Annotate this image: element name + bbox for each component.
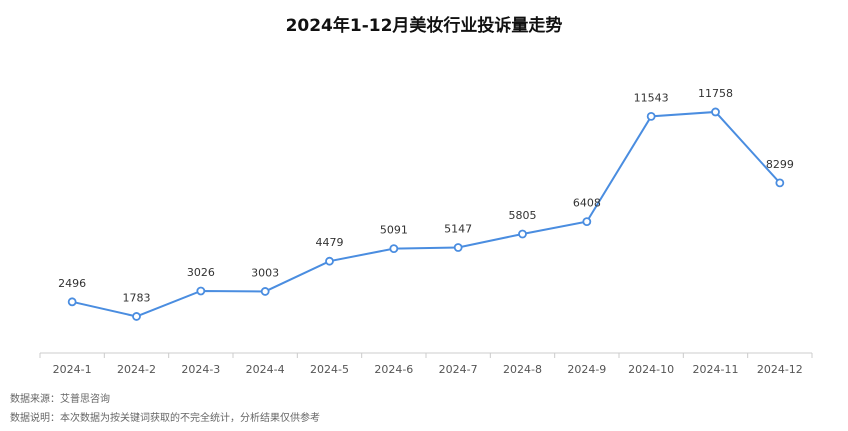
x-tick-label: 2024-9 [567, 363, 606, 376]
x-tick-label: 2024-3 [181, 363, 220, 376]
value-label: 1783 [123, 291, 151, 304]
point [389, 244, 399, 254]
point [67, 297, 77, 307]
value-label: 5147 [444, 222, 472, 235]
x-tick-label: 2024-11 [693, 363, 739, 376]
value-label: 11543 [634, 91, 669, 104]
point [325, 256, 334, 266]
point [453, 243, 463, 252]
data-note: 数据说明：本次数据为按关键词获取的不完全统计，分析结果仅供参考 [10, 411, 320, 424]
x-tick-label: 2024-4 [246, 363, 285, 376]
point [132, 312, 141, 321]
value-label: 3026 [187, 266, 215, 279]
x-tick-label: 2024-12 [757, 363, 803, 376]
point [196, 286, 206, 296]
x-tick-label: 2024-8 [503, 363, 542, 376]
point [711, 107, 720, 117]
x-tick-label: 2024-7 [439, 363, 478, 376]
x-tick-label: 2024-6 [374, 363, 413, 376]
value-label: 4479 [316, 236, 344, 249]
point [260, 287, 270, 296]
x-tick-label: 2024-10 [628, 363, 674, 376]
source-note: 数据来源：艾普思咨询 [10, 392, 110, 405]
value-label: 11758 [698, 87, 733, 100]
value-label: 6408 [573, 197, 601, 210]
x-tick-label: 2024-1 [53, 363, 92, 376]
value-label: 2496 [58, 277, 86, 290]
point [775, 178, 785, 188]
value-label: 5091 [380, 224, 408, 237]
value-label: 5805 [509, 209, 537, 222]
value-label: 3003 [251, 266, 279, 279]
point [582, 217, 592, 227]
chart-title: 2024年1-12月美妆行业投诉量走势 [286, 15, 563, 36]
line [71, 110, 781, 318]
point [518, 229, 527, 239]
x-tick-label: 2024-2 [117, 363, 156, 376]
value-label: 8299 [766, 158, 794, 171]
x-tick-label: 2024-5 [310, 363, 349, 376]
point [646, 111, 656, 121]
